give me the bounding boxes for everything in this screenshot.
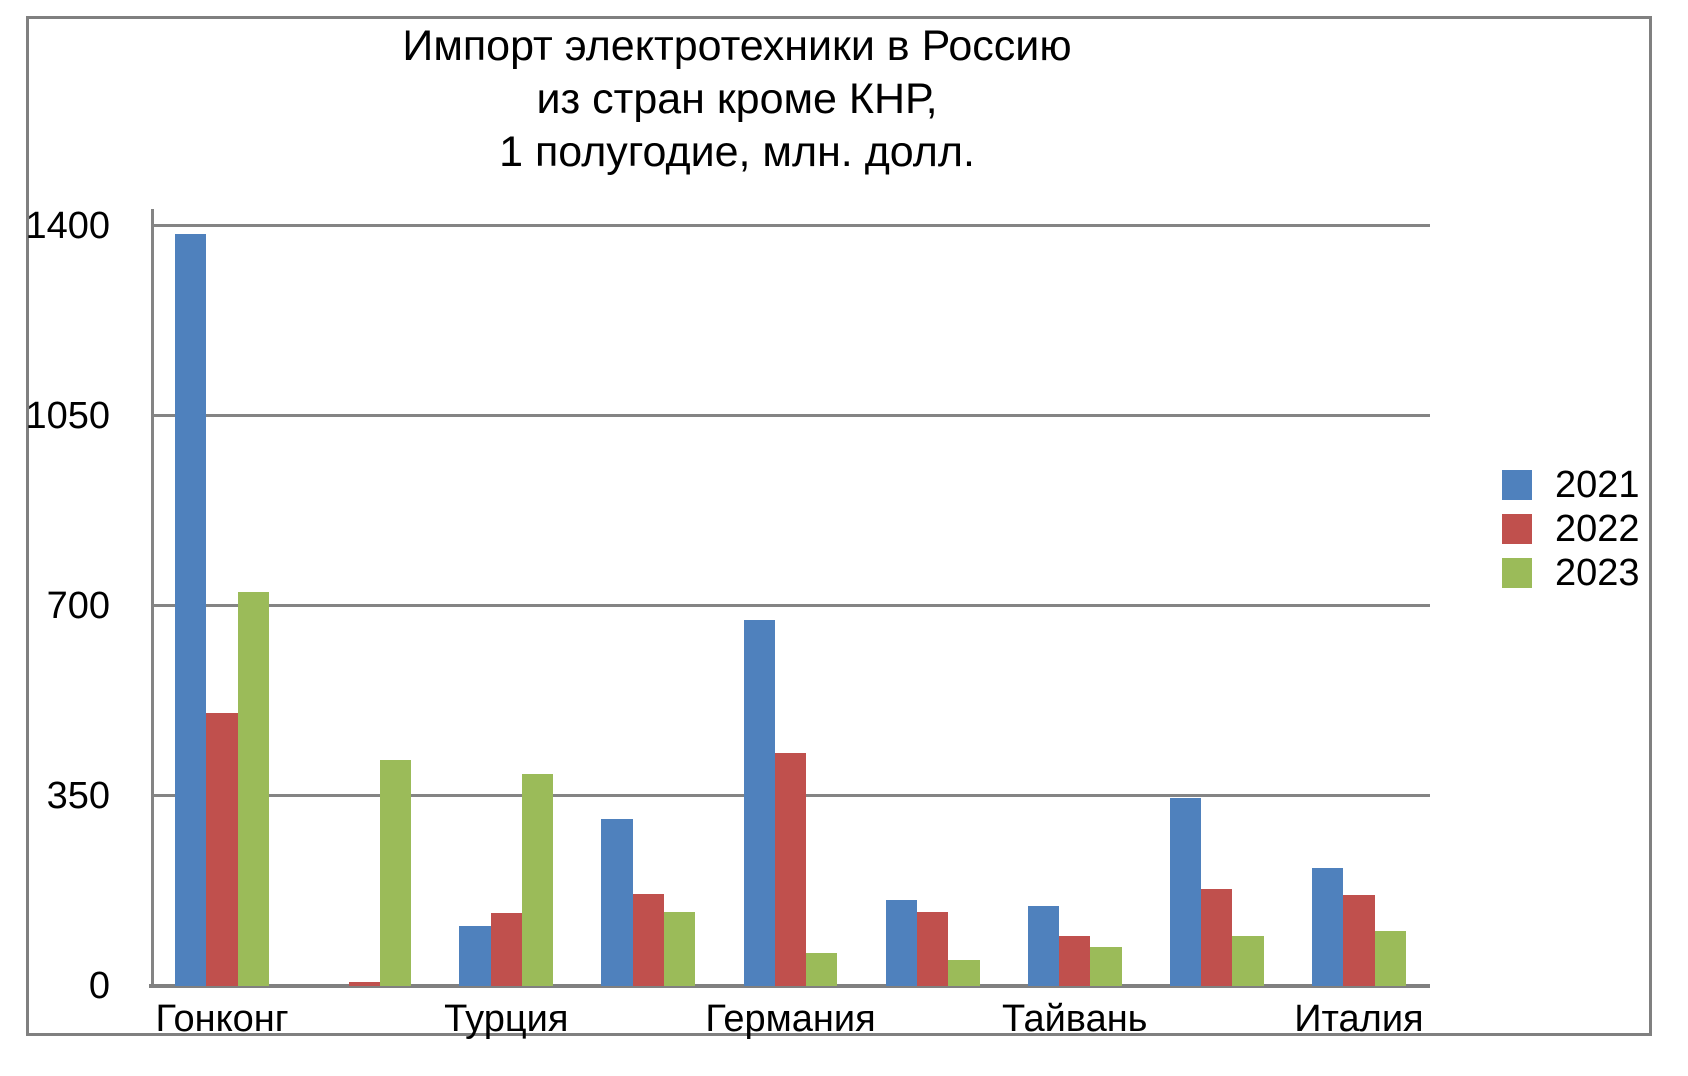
gridline-1400 xyxy=(151,224,1430,228)
bar-2021-cat6 xyxy=(885,900,917,986)
bar-2022-cat4 xyxy=(632,893,665,986)
bar-2022-cat3 xyxy=(490,912,522,986)
chart-title-line-1: Импорт электротехники в Россию xyxy=(402,22,1072,70)
y-tick-label-1400: 1400 xyxy=(25,204,110,247)
bar-2021-cat1 xyxy=(175,233,207,986)
bar-2023-cat7 xyxy=(1090,946,1122,986)
bar-2022-cat6 xyxy=(916,912,949,986)
bar-2021-cat3 xyxy=(459,926,491,986)
bar-2022-cat7 xyxy=(1059,936,1091,986)
bar-2023-cat8 xyxy=(1232,935,1264,986)
x-category-label-Гонконг: Гонконг xyxy=(155,998,289,1040)
legend-row-2021: 2021 xyxy=(1502,466,1672,504)
gridline-1050 xyxy=(151,414,1430,418)
legend-row-2022: 2022 xyxy=(1502,510,1672,548)
legend-label-2021: 2021 xyxy=(1555,463,1640,506)
bar-2022-cat9 xyxy=(1343,895,1375,986)
bar-2022-cat8 xyxy=(1201,889,1233,986)
chart-title-line-2: из стран кроме КНР, xyxy=(536,75,938,123)
bar-2021-cat7 xyxy=(1027,905,1060,986)
bar-2022-cat2 xyxy=(348,981,380,986)
chart-title: Импорт электротехники в Россию из стран … xyxy=(0,20,1474,179)
x-category-label-Германия: Германия xyxy=(705,998,876,1040)
chart-title-line-3: 1 полугодие, млн. долл. xyxy=(499,128,975,176)
bar-2021-cat4 xyxy=(601,818,633,986)
y-tick-label-700: 700 xyxy=(46,584,110,627)
x-category-label-Турция: Турция xyxy=(444,998,569,1040)
bar-2023-cat5 xyxy=(806,952,838,986)
x-axis-line xyxy=(149,984,1430,988)
gridline-700 xyxy=(151,604,1430,608)
bar-2023-cat6 xyxy=(948,959,980,986)
legend-label-2022: 2022 xyxy=(1555,507,1640,550)
y-tick-label-1050: 1050 xyxy=(25,394,110,437)
bar-2023-cat9 xyxy=(1374,930,1406,986)
bar-2023-cat3 xyxy=(521,774,554,986)
y-tick-label-350: 350 xyxy=(46,774,110,817)
bar-2022-cat1 xyxy=(206,712,238,986)
y-axis-line xyxy=(151,209,154,986)
x-category-label-Тайвань: Тайвань xyxy=(1001,998,1148,1040)
legend-swatch-2021 xyxy=(1502,469,1532,500)
x-category-label-Италия: Италия xyxy=(1294,998,1424,1040)
bar-2023-cat2 xyxy=(379,760,412,986)
bar-2023-cat4 xyxy=(664,911,696,986)
legend-row-2023: 2023 xyxy=(1502,554,1672,592)
bar-2022-cat5 xyxy=(774,752,807,986)
bar-2021-cat5 xyxy=(743,619,775,986)
legend-label-2023: 2023 xyxy=(1555,551,1640,594)
bar-2023-cat1 xyxy=(237,591,269,986)
y-tick-label-0: 0 xyxy=(88,965,110,1007)
plot-area xyxy=(149,209,1430,988)
bar-2021-cat8 xyxy=(1169,797,1202,986)
chart-outer-frame xyxy=(26,16,1652,1036)
legend-swatch-2022 xyxy=(1502,513,1532,544)
legend: 2021 2022 2023 xyxy=(1502,466,1672,601)
bar-2021-cat9 xyxy=(1311,867,1344,986)
legend-swatch-2023 xyxy=(1502,557,1532,588)
